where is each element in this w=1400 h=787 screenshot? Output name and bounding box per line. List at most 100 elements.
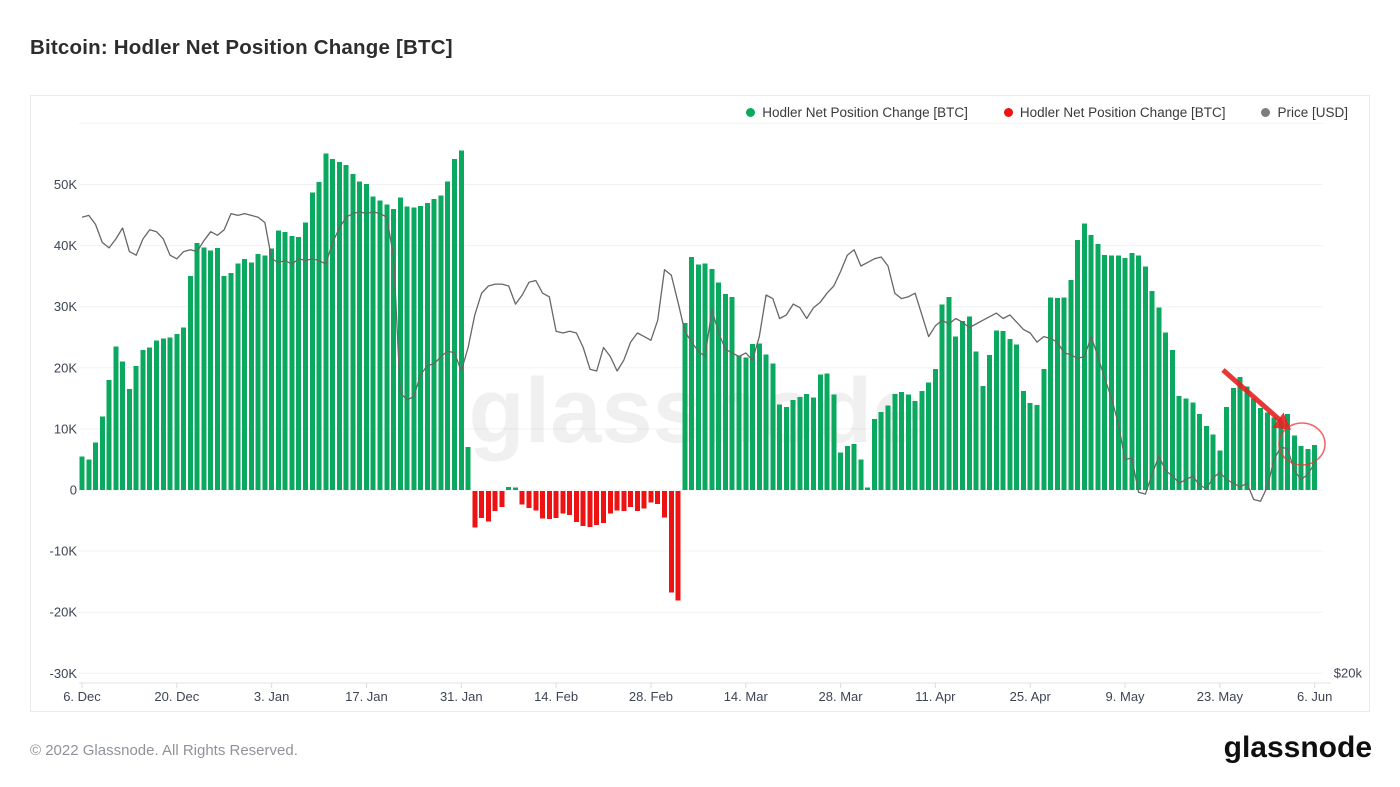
bar-positive: [255, 254, 261, 490]
bar-negative: [499, 491, 505, 507]
bar-positive: [242, 259, 248, 490]
bar-positive: [1224, 406, 1230, 490]
bar-positive: [939, 304, 945, 490]
bar-positive: [804, 394, 810, 490]
bar-positive: [1136, 255, 1142, 490]
bar-positive: [1190, 402, 1196, 490]
bar-positive: [932, 369, 938, 490]
bar-positive: [79, 456, 85, 490]
bar-positive: [980, 386, 986, 490]
bar-positive: [248, 262, 254, 490]
legend-item-price[interactable]: Price [USD]: [1261, 105, 1348, 120]
bar-positive: [506, 486, 512, 490]
bar-positive: [120, 361, 126, 490]
bar-positive: [865, 487, 871, 490]
bar-positive: [1041, 369, 1047, 490]
bar-positive: [709, 268, 715, 490]
bar-negative: [621, 491, 627, 512]
bar-positive: [885, 405, 891, 490]
x-tick-label: 14. Feb: [534, 689, 578, 704]
bar-positive: [1298, 446, 1304, 490]
bar-positive: [1102, 254, 1108, 490]
bar-positive: [1183, 398, 1189, 491]
bar-positive: [722, 293, 728, 490]
bar-positive: [953, 336, 959, 490]
footer-copyright: © 2022 Glassnode. All Rights Reserved.: [30, 742, 298, 759]
bar-positive: [303, 222, 308, 490]
bar-positive: [716, 282, 722, 490]
bar-positive: [147, 347, 153, 490]
bar-positive: [1054, 298, 1060, 490]
bar-positive: [1305, 449, 1311, 490]
price-axis-label: $20k: [1334, 665, 1363, 680]
bar-positive: [404, 206, 410, 490]
bar-positive: [370, 196, 376, 490]
bar-positive: [377, 200, 383, 490]
legend-label: Hodler Net Position Change [BTC]: [1019, 105, 1226, 120]
bar-positive: [458, 150, 464, 491]
bar-positive: [174, 334, 180, 490]
bar-negative: [587, 491, 593, 527]
bar-negative: [668, 491, 674, 593]
bar-positive: [973, 351, 979, 490]
bar-positive: [1264, 412, 1270, 490]
bar-positive: [289, 235, 295, 490]
bar-positive: [330, 158, 336, 491]
bar-positive: [275, 230, 281, 491]
bar-positive: [208, 250, 214, 490]
bar-positive: [126, 389, 132, 490]
x-tick-label: 9. May: [1106, 689, 1146, 704]
annotation-arrow-shaft: [1221, 368, 1283, 423]
bar-positive: [235, 263, 241, 490]
bar-positive: [899, 392, 904, 490]
bar-positive: [1088, 235, 1094, 490]
bar-positive: [993, 330, 999, 490]
bar-positive: [736, 355, 742, 490]
bar-negative: [628, 491, 634, 507]
bar-positive: [221, 276, 227, 490]
bar-positive: [871, 419, 877, 490]
x-tick-label: 28. Feb: [629, 689, 673, 704]
bar-positive: [811, 397, 816, 490]
bar-positive: [316, 182, 322, 490]
bar-positive: [343, 164, 349, 490]
x-tick-label: 6. Jun: [1297, 689, 1332, 704]
bar-positive: [763, 354, 769, 490]
bar-positive: [1000, 331, 1006, 490]
legend-item-hodler-positive[interactable]: Hodler Net Position Change [BTC]: [746, 105, 968, 120]
bar-negative: [492, 491, 498, 512]
y-tick-label: 20K: [54, 360, 77, 375]
bar-positive: [1129, 252, 1135, 490]
bar-positive: [1312, 444, 1318, 490]
bar-positive: [133, 366, 139, 490]
bar-positive: [1203, 425, 1209, 490]
bar-positive: [323, 153, 329, 491]
bar-positive: [296, 237, 302, 490]
bar-positive: [181, 327, 187, 490]
bar-positive: [1014, 344, 1020, 490]
bar-positive: [919, 391, 925, 490]
y-tick-label: 40K: [54, 238, 77, 253]
bar-negative: [560, 491, 566, 514]
bar-positive: [201, 247, 207, 490]
bar-negative: [567, 491, 573, 515]
bar-negative: [533, 491, 539, 511]
bar-positive: [384, 204, 390, 490]
bar-positive: [1095, 243, 1101, 490]
bar-positive: [465, 447, 471, 490]
bar-positive: [926, 382, 932, 490]
legend-dot-green-icon: [746, 108, 756, 117]
price-line: [81, 211, 1316, 502]
y-tick-label: 0: [70, 483, 77, 498]
legend-dot-red-icon: [1003, 108, 1013, 117]
bar-positive: [844, 446, 850, 490]
bar-positive: [397, 197, 403, 491]
bar-positive: [987, 355, 993, 490]
y-tick-label: 10K: [54, 421, 77, 436]
bar-positive: [1109, 255, 1114, 490]
annotation-arrow-head-icon: [1272, 412, 1291, 430]
bar-positive: [783, 406, 789, 490]
legend-item-hodler-negative[interactable]: Hodler Net Position Change [BTC]: [1003, 105, 1226, 120]
bar-positive: [1156, 307, 1162, 490]
bar-positive: [1291, 435, 1297, 490]
